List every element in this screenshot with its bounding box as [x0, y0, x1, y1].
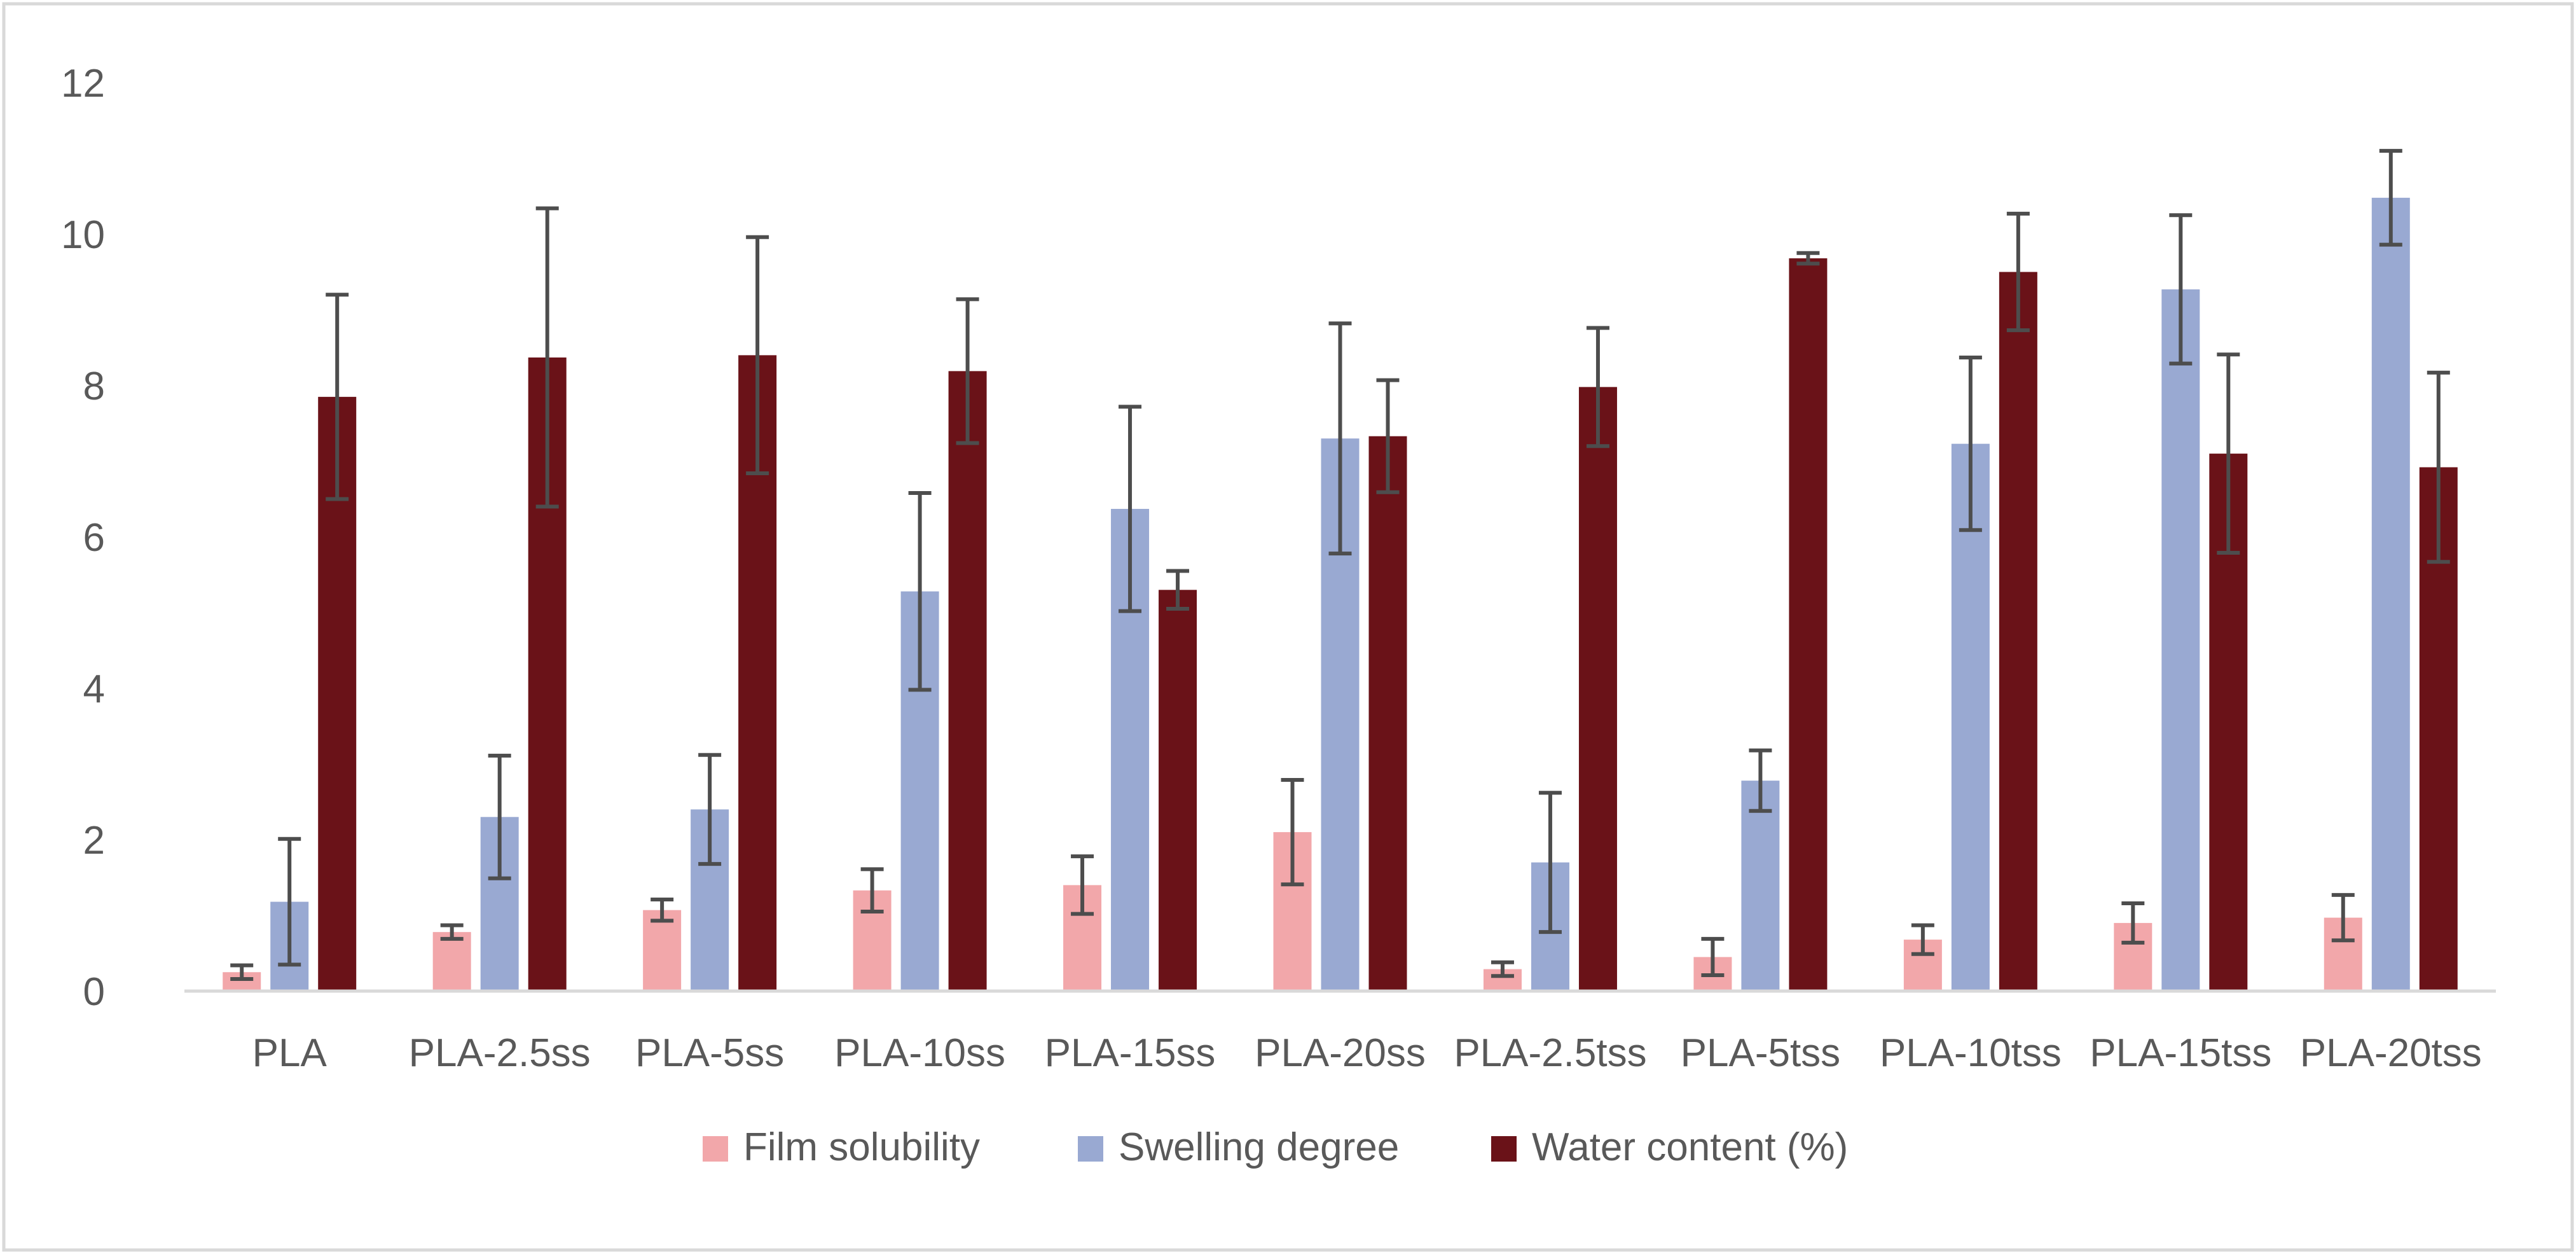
x-tick-label: PLA-15tss — [2090, 1031, 2271, 1075]
error-bar — [908, 490, 932, 692]
y-tick-label: 0 — [83, 970, 105, 1014]
error-bar — [1166, 569, 1190, 611]
error-bar — [278, 837, 301, 967]
bar-film-solubility-pla-2-5ss — [432, 932, 471, 991]
legend-item-water-content: Water content (%) — [1491, 1125, 1848, 1169]
legend-item-swelling-degree: Swelling degree — [1078, 1125, 1399, 1169]
x-tick-label: PLA-2.5tss — [1454, 1031, 1646, 1075]
error-bar — [956, 297, 979, 445]
x-tick-label: PLA-5ss — [635, 1031, 784, 1075]
error-bar — [860, 867, 884, 914]
error-bar — [1281, 777, 1304, 887]
bar-swelling-degree-pla-10tss — [1951, 443, 1990, 991]
error-bar — [1071, 854, 1094, 916]
bar-water-content-pla-20ss — [1368, 436, 1407, 991]
error-bar — [1586, 326, 1609, 448]
error-bar — [326, 293, 349, 501]
error-bar — [2331, 892, 2355, 943]
x-tick-label: PLA-10ss — [834, 1031, 1005, 1075]
x-tick-label: PLA-5tss — [1681, 1031, 1841, 1075]
error-bar — [1701, 936, 1725, 978]
x-axis-tick-labels: PLA PLA-2.5ss PLA-5ss PLA-10ss PLA-15ss PLA-2… — [252, 1031, 2482, 1075]
error-bar — [746, 235, 769, 476]
legend-swatch — [1491, 1136, 1517, 1162]
error-bar — [651, 898, 674, 923]
chart-legend: Film solubility Swelling degree Water cont… — [703, 1125, 1848, 1169]
error-bar — [2121, 901, 2145, 945]
error-bar — [2379, 149, 2402, 247]
error-bar — [1119, 405, 1142, 613]
legend-label: Swelling degree — [1119, 1125, 1399, 1169]
y-tick-label: 4 — [83, 667, 105, 711]
y-tick-label: 2 — [83, 819, 105, 863]
bar-water-content-pla-2-5tss — [1578, 387, 1617, 991]
legend-swatch — [1078, 1136, 1103, 1162]
error-bar — [230, 963, 254, 981]
error-bar — [2217, 352, 2240, 555]
y-tick-label: 10 — [61, 213, 105, 257]
y-tick-label: 12 — [61, 62, 105, 106]
legend-item-film-solubility: Film solubility — [703, 1125, 980, 1169]
y-axis-tick-labels: 0 2 4 6 8 10 12 — [61, 62, 105, 1014]
x-tick-label: PLA-10tss — [1880, 1031, 2062, 1075]
bar-water-content-pla-15ss — [1159, 590, 1197, 991]
error-bar — [440, 923, 464, 941]
error-bar — [535, 206, 559, 509]
bar-swelling-degree-pla-15tss — [2161, 289, 2200, 991]
bar-swelling-degree-pla-20tss — [2371, 197, 2410, 991]
error-bar — [1538, 791, 1562, 934]
x-tick-label: PLA-20tss — [2300, 1031, 2482, 1075]
bar-water-content-pla-5tss — [1789, 258, 1828, 992]
x-tick-label: PLA-2.5ss — [409, 1031, 591, 1075]
error-bar — [1328, 321, 1352, 556]
bar-film-solubility-pla-5ss — [643, 910, 682, 991]
error-bar — [2006, 211, 2030, 333]
legend-label: Water content (%) — [1532, 1125, 1848, 1169]
x-tick-label: PLA-20ss — [1255, 1031, 1426, 1075]
error-bar — [1911, 923, 1934, 956]
error-bar — [1959, 355, 1982, 532]
error-bar — [698, 753, 722, 866]
bar-water-content-pla-10ss — [948, 371, 987, 991]
error-bar — [2169, 213, 2193, 366]
x-tick-label: PLA — [252, 1031, 327, 1075]
error-bar — [2427, 370, 2450, 564]
bar-swelling-degree-pla-5tss — [1741, 781, 1780, 991]
legend-label: Film solubility — [743, 1125, 980, 1169]
error-bar — [488, 753, 511, 880]
legend-swatch — [703, 1136, 728, 1162]
error-bar — [1376, 378, 1400, 494]
error-bar — [1749, 748, 1772, 813]
y-tick-label: 8 — [83, 365, 105, 408]
bar-water-content-pla-10tss — [1999, 272, 2037, 991]
error-bar — [1491, 960, 1514, 978]
error-bar — [1796, 251, 1820, 266]
error-bars-group — [230, 149, 2450, 981]
x-tick-label: PLA-15ss — [1045, 1031, 1216, 1075]
y-tick-label: 6 — [83, 516, 105, 560]
